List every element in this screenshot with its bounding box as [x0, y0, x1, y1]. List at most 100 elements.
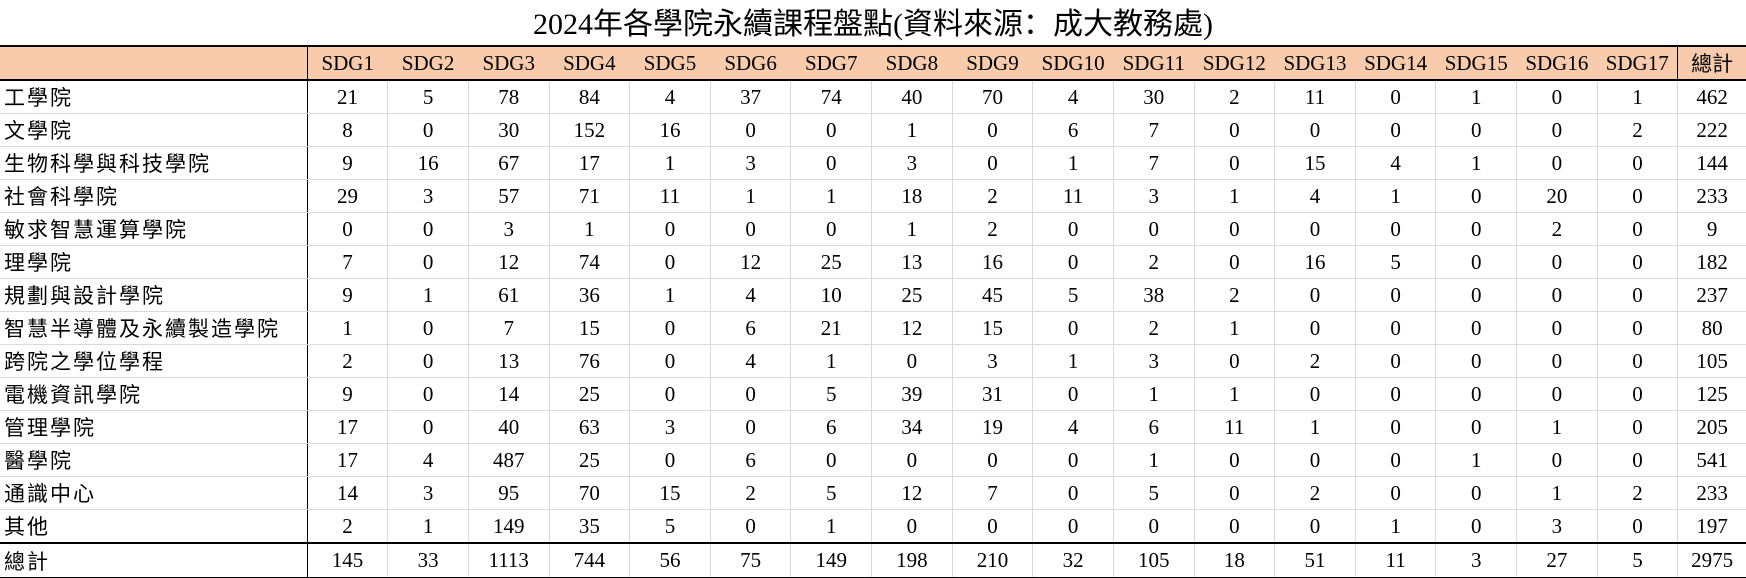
value-cell: 0: [1194, 443, 1276, 477]
value-cell: 0: [1355, 113, 1437, 147]
value-cell: 0: [1194, 245, 1276, 279]
value-cell: 7: [468, 311, 550, 345]
value-cell: 0: [1113, 509, 1195, 544]
value-cell: 3: [1113, 344, 1195, 378]
value-cell: 1: [1194, 179, 1276, 213]
value-cell: 40: [871, 80, 953, 114]
value-cell: 2: [952, 179, 1034, 213]
column-header-sdg13: SDG13: [1274, 47, 1356, 81]
value-cell: 74: [549, 245, 631, 279]
value-cell: 5: [387, 80, 469, 114]
value-cell: 0: [1435, 344, 1518, 378]
value-cell: 0: [1274, 311, 1356, 345]
value-cell: 105: [1113, 542, 1195, 578]
value-cell: 0: [1355, 278, 1437, 312]
value-cell: 15: [629, 476, 711, 510]
value-cell: 3: [629, 410, 711, 444]
value-cell: 0: [1194, 113, 1276, 147]
column-header-sdg17: SDG17: [1597, 47, 1678, 81]
column-header-sdg3: SDG3: [468, 47, 550, 81]
value-cell: 0: [1597, 344, 1679, 378]
value-cell: 0: [387, 344, 469, 378]
value-cell: 95: [468, 476, 550, 510]
value-cell: 0: [1516, 278, 1598, 312]
table-row: 敏求智慧運算學院 0 0 3 1 0 0 0 1 2 0 0 0 0 0 0 2 0 9: [0, 212, 1746, 246]
value-cell: 0: [1274, 443, 1356, 477]
value-cell: 1: [1516, 476, 1598, 510]
value-cell: 17: [549, 146, 631, 180]
value-cell: 2: [952, 212, 1034, 246]
value-cell: 5: [1032, 278, 1114, 312]
value-cell: 2: [1194, 278, 1276, 312]
row-total-cell: 222: [1677, 113, 1746, 147]
value-cell: 1113: [468, 542, 550, 578]
value-cell: 2: [1194, 80, 1276, 114]
value-cell: 1: [387, 509, 469, 544]
value-cell: 1: [1516, 410, 1598, 444]
value-cell: 1: [1194, 311, 1276, 345]
value-cell: 0: [387, 410, 469, 444]
value-cell: 2: [307, 509, 389, 544]
value-cell: 0: [1355, 80, 1437, 114]
value-cell: 0: [387, 212, 469, 246]
value-cell: 1: [1032, 146, 1114, 180]
value-cell: 2: [1597, 476, 1679, 510]
value-cell: 3: [1113, 179, 1195, 213]
value-cell: 12: [710, 245, 792, 279]
value-cell: 4: [710, 344, 792, 378]
value-cell: 0: [710, 377, 792, 411]
value-cell: 0: [1355, 443, 1437, 477]
value-cell: 1: [1113, 443, 1195, 477]
row-total-cell: 205: [1677, 410, 1746, 444]
value-cell: 63: [549, 410, 631, 444]
row-label: 醫學院: [0, 443, 308, 477]
value-cell: 0: [1597, 179, 1679, 213]
value-cell: 16: [952, 245, 1034, 279]
row-label: 社會科學院: [0, 179, 308, 213]
value-cell: 25: [549, 377, 631, 411]
value-cell: 0: [1274, 212, 1356, 246]
value-cell: 75: [710, 542, 792, 578]
value-cell: 4: [387, 443, 469, 477]
row-total-cell: 9: [1677, 212, 1746, 246]
value-cell: 61: [468, 278, 550, 312]
value-cell: 33: [387, 542, 469, 578]
value-cell: 0: [1435, 179, 1518, 213]
value-cell: 0: [307, 212, 389, 246]
value-cell: 4: [1032, 80, 1114, 114]
value-cell: 0: [1355, 344, 1437, 378]
row-label: 總計: [0, 542, 308, 578]
value-cell: 0: [387, 377, 469, 411]
value-cell: 0: [1355, 212, 1437, 246]
value-cell: 6: [710, 311, 792, 345]
value-cell: 2: [1113, 311, 1195, 345]
row-total-cell: 233: [1677, 179, 1746, 213]
value-cell: 152: [549, 113, 631, 147]
value-cell: 15: [952, 311, 1034, 345]
value-cell: 15: [1274, 146, 1356, 180]
value-cell: 2: [710, 476, 792, 510]
row-total-cell: 125: [1677, 377, 1746, 411]
value-cell: 0: [1597, 212, 1679, 246]
value-cell: 25: [871, 278, 953, 312]
value-cell: 5: [1355, 245, 1437, 279]
value-cell: 40: [468, 410, 550, 444]
row-total-cell: 2975: [1677, 542, 1746, 578]
row-label: 通識中心: [0, 476, 308, 510]
value-cell: 0: [1597, 410, 1679, 444]
value-cell: 0: [1516, 377, 1598, 411]
value-cell: 30: [468, 113, 550, 147]
row-label: 管理學院: [0, 410, 308, 444]
value-cell: 0: [1516, 344, 1598, 378]
value-cell: 0: [871, 443, 953, 477]
value-cell: 1: [629, 146, 711, 180]
value-cell: 5: [1597, 542, 1679, 578]
value-cell: 0: [952, 113, 1034, 147]
value-cell: 0: [1516, 443, 1598, 477]
value-cell: 25: [790, 245, 873, 279]
table-row: 生物科學與科技學院 9 16 67 17 1 3 0 3 0 1 7 0 15 4 1 0 0 144: [0, 146, 1746, 180]
value-cell: 7: [307, 245, 389, 279]
value-cell: 0: [1597, 146, 1679, 180]
value-cell: 0: [629, 344, 711, 378]
value-cell: 0: [1194, 212, 1276, 246]
